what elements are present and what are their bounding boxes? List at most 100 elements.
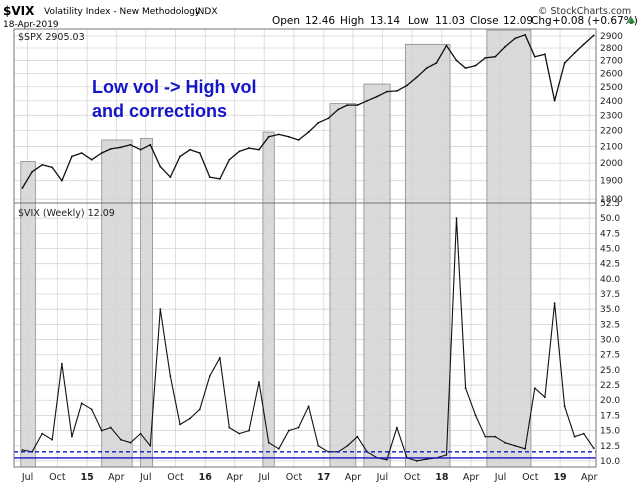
highlight-box xyxy=(140,137,153,468)
spx-data-point xyxy=(504,45,506,48)
spx-data-point xyxy=(297,139,300,141)
axes: 1800 1900 2000 2100 2200 2300 2400 2500 2600 2700… xyxy=(21,32,623,483)
spx-data-point xyxy=(248,147,250,149)
spx-data-point xyxy=(71,155,73,158)
spx-data-point xyxy=(21,187,24,189)
vix-data-point xyxy=(346,444,349,447)
vix-y-tick-label: 47.5 xyxy=(600,229,620,239)
date-label: 18-Apr-2019 xyxy=(3,20,59,30)
low-value: 11.03 xyxy=(435,15,465,27)
x-tick-label: Oct xyxy=(49,472,66,483)
vix-data-point xyxy=(218,356,221,359)
spx-data-point xyxy=(287,135,290,138)
vix-y-tick-label: 20.0 xyxy=(600,396,620,406)
spx-data-point xyxy=(179,155,181,158)
vix-data-point xyxy=(159,308,162,311)
vix-data-point xyxy=(553,302,556,305)
vix-data-point xyxy=(80,402,83,405)
spx-data-point xyxy=(238,150,241,153)
spx-data-point xyxy=(385,90,388,93)
vix-y-tick-label: 10.0 xyxy=(600,457,620,467)
spx-y-tick-label: 2600 xyxy=(600,69,623,79)
vix-data-point xyxy=(484,435,487,438)
spx-data-point xyxy=(425,67,428,70)
x-tick-label: Apr xyxy=(581,472,598,483)
spx-data-point xyxy=(327,117,330,120)
vix-data-point xyxy=(425,458,428,461)
spx-data-point xyxy=(494,55,497,58)
spx-data-point xyxy=(563,62,566,64)
spx-data-point xyxy=(573,52,576,54)
close-label: Close xyxy=(470,15,499,27)
spx-data-point xyxy=(376,95,379,98)
vix-data-point xyxy=(524,447,527,450)
x-tick-label: 19 xyxy=(553,472,566,483)
vix-data-point xyxy=(385,458,388,461)
spx-data-point xyxy=(406,84,408,87)
x-tick-label: Oct xyxy=(522,472,539,483)
vix-data-point xyxy=(258,381,260,383)
vix-y-tick-label: 52.5 xyxy=(600,199,620,209)
spx-data-point xyxy=(109,147,112,150)
highlight-box xyxy=(101,139,133,468)
vix-data-point xyxy=(297,426,300,429)
spx-data-point xyxy=(41,163,44,166)
spx-data-point xyxy=(346,104,349,106)
vix-data-point xyxy=(396,426,398,429)
change-label: Chg xyxy=(531,15,552,27)
vix-y-tick-label: 27.5 xyxy=(600,351,620,361)
spx-y-tick-label: 2300 xyxy=(600,111,623,121)
vix-data-point xyxy=(61,362,63,365)
vix-data-point xyxy=(494,435,497,438)
vix-data-point xyxy=(455,217,458,220)
x-tick-label: 15 xyxy=(81,472,94,483)
spx-data-point xyxy=(90,158,93,161)
vix-y-tick-label: 22.5 xyxy=(600,381,620,391)
vix-data-point xyxy=(543,396,546,399)
spx-data-point xyxy=(80,152,83,154)
x-tick-label: Jul xyxy=(139,472,151,483)
spx-data-point xyxy=(514,37,516,40)
vix-y-tick-label: 25.0 xyxy=(600,366,620,376)
vix-data-point xyxy=(198,408,201,411)
spx-data-point xyxy=(582,43,585,46)
vix-data-point xyxy=(504,441,506,444)
vix-data-point xyxy=(41,432,44,435)
spx-y-tick-label: 1800 xyxy=(600,195,623,205)
x-tick-label: Apr xyxy=(227,472,244,483)
symbol-label: $VIX xyxy=(3,4,35,18)
spx-data-point xyxy=(445,44,448,47)
spx-data-point xyxy=(396,90,398,92)
spx-data-point xyxy=(258,148,260,151)
spx-data-point xyxy=(61,179,63,182)
spx-data-point xyxy=(415,76,418,79)
high-label: High xyxy=(340,15,364,27)
highlight-box xyxy=(329,103,357,468)
vix-data-point xyxy=(51,438,54,441)
vix-data-point xyxy=(474,414,477,417)
highlight-box xyxy=(363,83,391,468)
spx-y-tick-label: 2900 xyxy=(600,32,623,42)
vix-y-tick-label: 42.5 xyxy=(600,260,620,270)
close-value: 12.09 xyxy=(503,15,533,27)
vix-y-tick-label: 15.0 xyxy=(600,427,620,437)
vix-data-point xyxy=(356,435,359,438)
vix-data-point xyxy=(592,447,595,450)
x-tick-label: 18 xyxy=(435,472,449,483)
spx-data-point xyxy=(533,55,536,58)
x-tick-label: Apr xyxy=(345,472,362,483)
vix-data-point xyxy=(238,432,241,435)
spx-y-tick-label: 2200 xyxy=(600,127,623,137)
spx-data-point xyxy=(159,165,162,168)
x-tick-label: Apr xyxy=(108,472,125,483)
vix-data-point xyxy=(71,435,73,438)
vix-data-point xyxy=(445,453,448,456)
x-tick-label: Jul xyxy=(376,472,388,483)
spx-data-point xyxy=(100,152,103,154)
spx-data-point xyxy=(228,158,231,161)
vix-data-point xyxy=(189,417,191,420)
spx-data-point xyxy=(543,53,546,56)
vix-data-point xyxy=(179,423,181,426)
reference-lines xyxy=(14,451,596,459)
